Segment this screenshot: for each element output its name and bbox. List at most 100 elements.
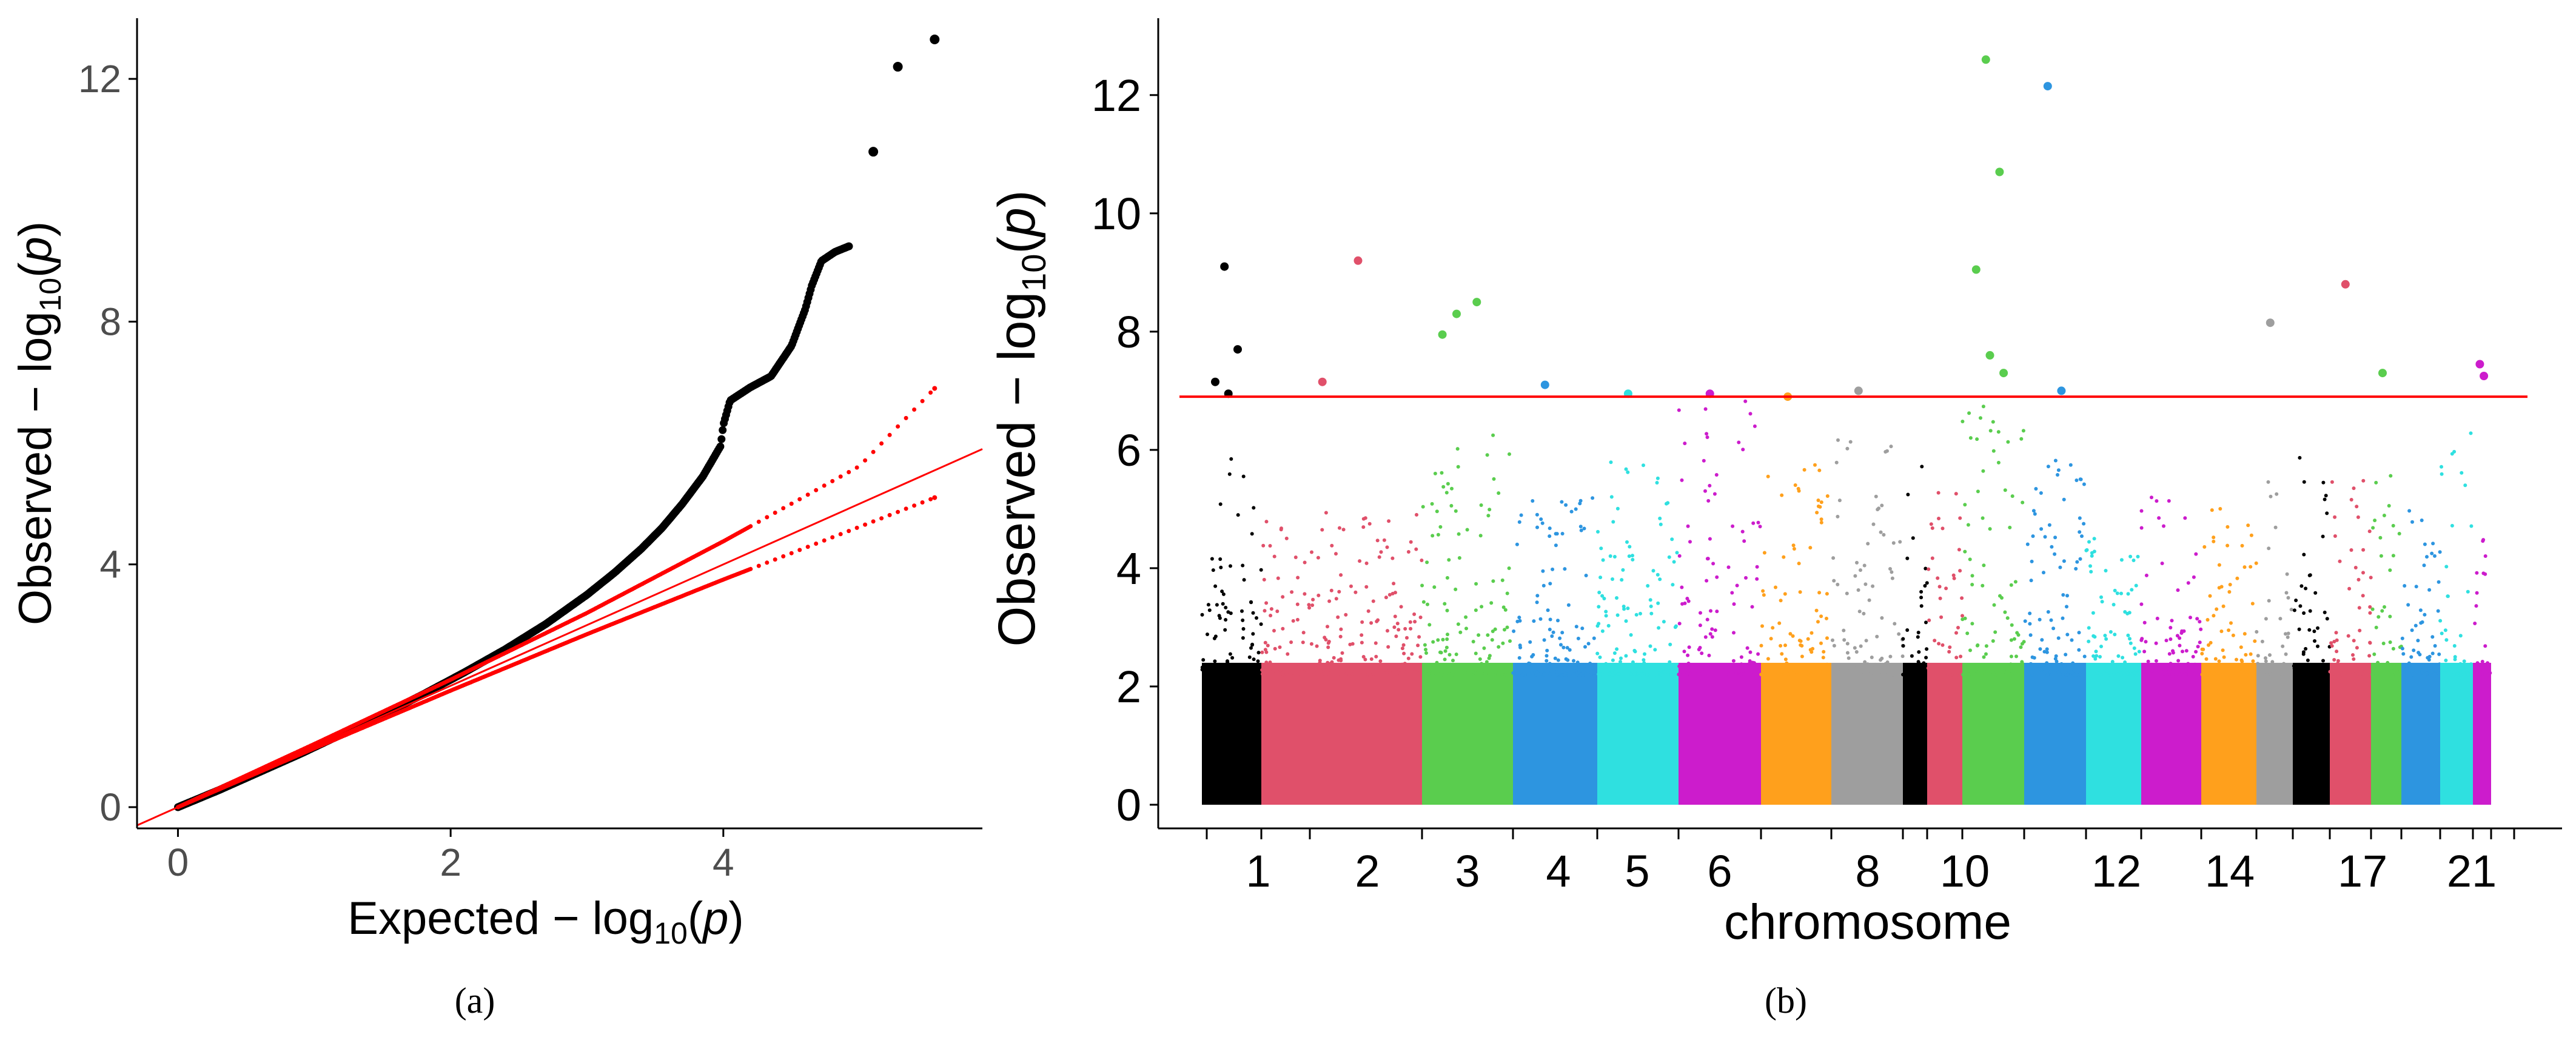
snp-point: [1756, 520, 1760, 525]
qq-ci-point: [797, 497, 802, 502]
snp-point: [2178, 643, 2182, 648]
snp-point: [2352, 486, 2356, 491]
snp-point: [1922, 661, 1926, 665]
snp-point: [1671, 583, 1675, 587]
snp-point: [2330, 673, 2334, 677]
snp-point: [1579, 528, 1583, 532]
snp-point: [2034, 663, 2038, 667]
snp-point: [2219, 629, 2224, 633]
snp-point: [1264, 520, 1269, 524]
snp-point: [1762, 593, 1766, 597]
snp-point: [1272, 554, 1276, 559]
snp-point: [2423, 612, 2427, 617]
snp-point: [1424, 648, 1427, 652]
snp-point: [2212, 535, 2216, 540]
snp-point: [2297, 627, 2301, 631]
snp-point: [1413, 620, 1417, 624]
snp-point: [2239, 670, 2243, 674]
snp-point: [1698, 623, 1702, 628]
snp-point: [1810, 650, 1814, 654]
snp-point: [1996, 430, 2001, 434]
snp-point: [2367, 654, 2372, 658]
snp-point: [2444, 565, 2449, 569]
snp-point: [1925, 581, 1929, 585]
snp-point: [2323, 666, 2327, 670]
snp-point: [2382, 514, 2386, 517]
snp-point: [2178, 672, 2182, 676]
qq-xlabel-sub: 10: [654, 916, 688, 950]
snp-point: [1748, 659, 1752, 663]
snp-point: [2444, 659, 2448, 662]
snp-point: [1361, 525, 1366, 529]
snp-point: [1500, 578, 1504, 582]
snp-point: [1597, 605, 1601, 609]
snp-point: [2310, 670, 2314, 674]
snp-point: [2330, 668, 2335, 672]
qq-ci-point: [797, 548, 802, 552]
snp-point: [2038, 647, 2042, 651]
snp-point: [1360, 670, 1364, 674]
snp-point: [2137, 649, 2141, 654]
snp-point: [1639, 611, 1642, 616]
snp-point: [1793, 483, 1797, 487]
snp-point: [1364, 561, 1369, 565]
snp-point: [1859, 644, 1863, 648]
snp-point: [1335, 666, 1339, 670]
snp-point: [2199, 627, 2203, 631]
snp-point: [1435, 668, 1439, 671]
snp-point: [1920, 465, 1924, 469]
snp-point: [1746, 672, 1750, 676]
snp-point: [1339, 659, 1343, 663]
snp-point: [1418, 655, 1423, 659]
snp-point: [1259, 622, 1263, 626]
snp-point: [1247, 671, 1252, 674]
snp-point: [1338, 634, 1343, 639]
snp-point: [2236, 663, 2240, 668]
snp-point: [1563, 567, 1567, 571]
snp-point: [1251, 668, 1255, 671]
snp-point: [2126, 633, 2130, 637]
snp-point: [1988, 527, 1992, 531]
snp-point: [2486, 672, 2490, 676]
snp-point: [1712, 492, 1717, 496]
snp-point: [2193, 662, 2197, 666]
snp-point: [2040, 638, 2044, 642]
snp-point: [1344, 671, 1349, 676]
snp-point: [1608, 554, 1612, 558]
snp-point: [1548, 662, 1552, 666]
snp-point: [2343, 672, 2347, 676]
snp-point: [1427, 623, 1432, 627]
snp-point: [2144, 573, 2148, 577]
snp-point: [1212, 636, 1216, 640]
qq-ci-point: [748, 524, 753, 529]
snp-point: [1219, 565, 1223, 569]
qq-ci-point: [863, 522, 868, 527]
snp-point: [2259, 667, 2264, 671]
snp-point: [1574, 625, 1578, 629]
snp-point: [1433, 471, 1437, 475]
snp-point: [1286, 652, 1290, 656]
qq-ci-point: [830, 535, 835, 540]
snp-point: [1281, 595, 1285, 599]
snp-point: [1832, 643, 1836, 648]
snp-point: [1937, 517, 1940, 520]
snp-point: [2235, 576, 2239, 580]
snp-point: [2283, 670, 2287, 674]
snp-point: [1825, 636, 1829, 640]
snp-point: [1264, 660, 1269, 665]
snp-point: [2075, 560, 2079, 564]
snp-point: [1877, 506, 1881, 511]
snp-point: [1879, 658, 1883, 662]
snp-point: [2323, 497, 2327, 502]
chromosome-19-dense-band: [2371, 662, 2401, 805]
snp-point: [1604, 662, 1608, 666]
snp-point: [1707, 653, 1711, 657]
snp-point: [1530, 654, 1534, 659]
snp-point: [2021, 500, 2025, 505]
snp-point: [2062, 559, 2066, 563]
qq-ylabel-prefix: Observed − log: [10, 312, 61, 626]
snp-point: [1663, 673, 1667, 677]
snp-point: [2145, 664, 2150, 668]
snp-point: [2392, 668, 2397, 673]
